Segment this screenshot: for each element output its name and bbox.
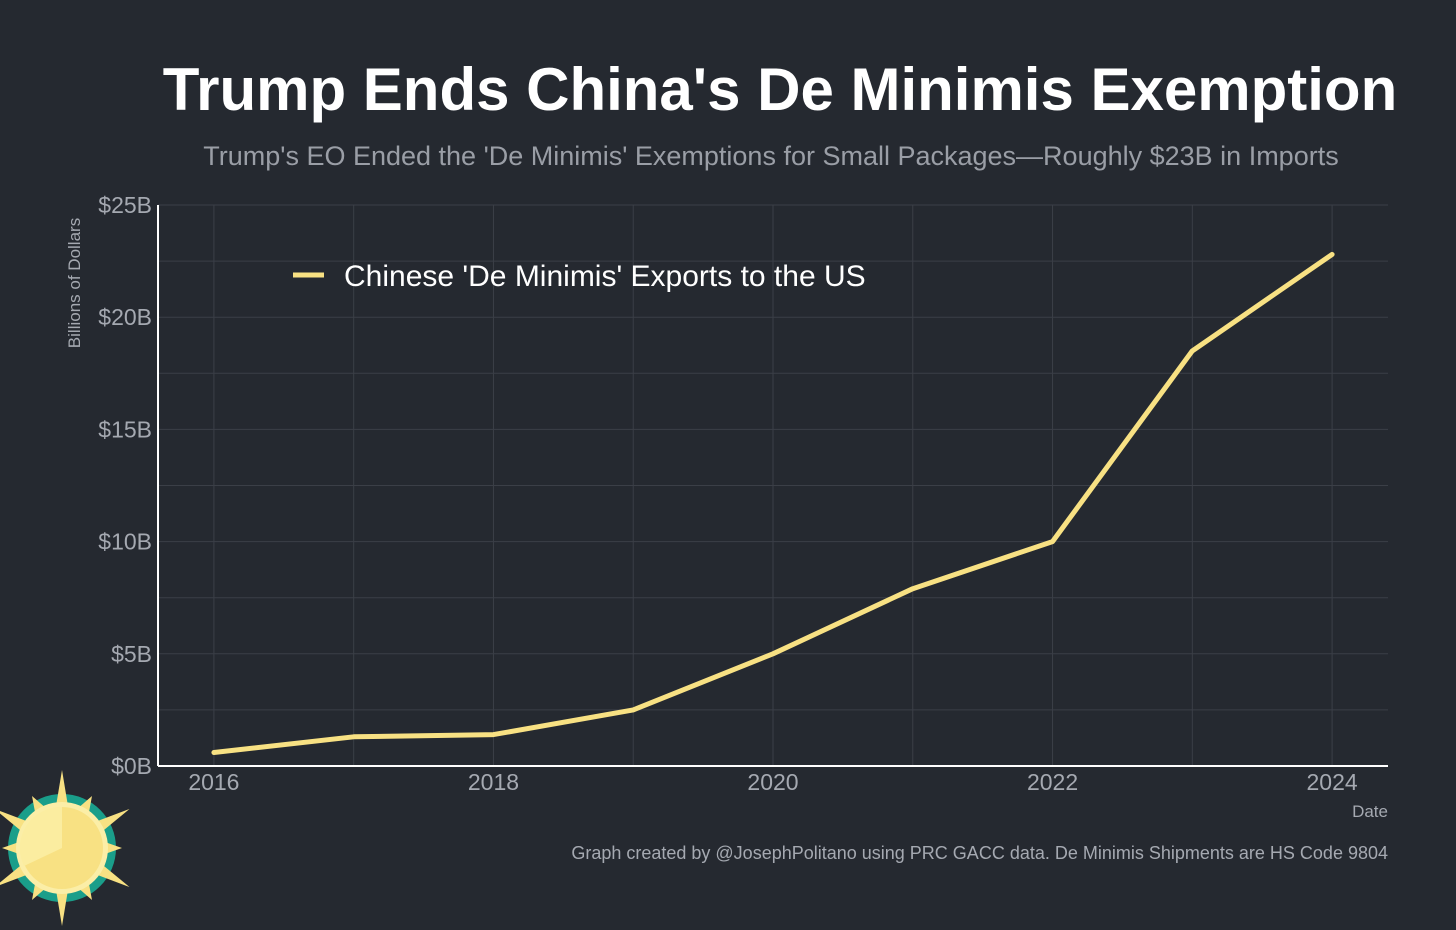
series-layer	[211, 251, 1335, 755]
y-tick-label: $15B	[98, 416, 152, 442]
y-tick-label: $20B	[98, 304, 152, 330]
sun-ray	[0, 811, 28, 832]
y-tick-label: $10B	[98, 529, 152, 555]
legend: Chinese 'De Minimis' Exports to the US	[293, 260, 866, 293]
source-caption: Graph created by @JosephPolitano using P…	[571, 843, 1388, 863]
sun-ray	[0, 864, 28, 885]
x-tick-label: 2022	[1027, 769, 1078, 795]
sun-logo-icon	[0, 770, 130, 926]
x-tick-label: 2016	[188, 769, 239, 795]
y-axis-tick-labels: $0B $5B $10B $15B $20B $25B	[98, 192, 152, 779]
x-axis-tick-labels: 2016 2018 2020 2022 2024	[188, 769, 1358, 795]
series-line	[211, 251, 1335, 755]
x-axis-title: Date	[1352, 802, 1388, 821]
y-axis-title: Billions of Dollars	[65, 218, 84, 348]
sun-ray	[56, 891, 68, 926]
sun-ray	[96, 864, 130, 887]
y-tick-label: $5B	[111, 641, 152, 667]
sun-ray	[2, 842, 19, 854]
y-tick-label: $25B	[98, 192, 152, 218]
sun-ray	[105, 842, 122, 854]
x-tick-label: 2018	[468, 769, 519, 795]
y-tick-label: $0B	[111, 753, 152, 779]
x-tick-label: 2020	[747, 769, 798, 795]
sun-ray	[56, 770, 68, 805]
x-tick-label: 2024	[1307, 769, 1358, 795]
sun-ray	[96, 809, 130, 832]
chart-title: Trump Ends China's De Minimis Exemption	[162, 56, 1398, 123]
legend-label: Chinese 'De Minimis' Exports to the US	[344, 260, 866, 293]
chart-subtitle: Trump's EO Ended the 'De Minimis' Exempt…	[203, 141, 1339, 171]
